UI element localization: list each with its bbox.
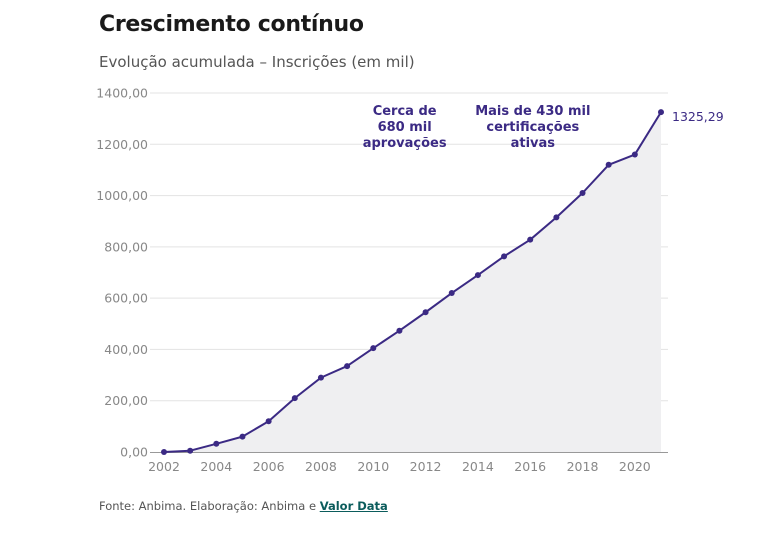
data-point (474, 272, 481, 279)
source-note: Fonte: Anbima. Elaboração: Anbima e Valo… (99, 499, 388, 513)
x-tick-label: 2016 (514, 459, 546, 474)
source-text: Fonte: Anbima. Elaboração: Anbima e (99, 499, 320, 513)
annotation-text: aprovações (363, 136, 447, 151)
data-point (265, 418, 272, 425)
y-tick-label: 1400,00 (96, 86, 148, 101)
data-point (501, 253, 508, 260)
data-point (187, 447, 194, 454)
y-tick-label: 0,00 (120, 445, 148, 460)
x-tick-label: 2014 (462, 459, 494, 474)
data-point (396, 327, 403, 334)
data-point (213, 440, 220, 447)
series-line (163, 111, 662, 453)
data-point (527, 236, 534, 243)
x-tick-label: 2010 (357, 459, 389, 474)
data-point (579, 190, 586, 197)
annotation-text: Cerca de (373, 104, 437, 119)
valor-data-link[interactable]: Valor Data (319, 499, 388, 513)
annotation-text: ativas (511, 136, 556, 151)
y-tick-label: 1000,00 (96, 188, 148, 203)
data-point (291, 395, 298, 402)
y-tick-label: 1200,00 (96, 137, 148, 152)
data-point (344, 363, 351, 370)
data-point (605, 161, 612, 168)
annotation-text: Mais de 430 mil (475, 104, 590, 119)
data-point (553, 214, 560, 221)
x-tick-label: 2006 (253, 459, 285, 474)
x-tick-label: 2004 (200, 459, 232, 474)
chart-subtitle: Evolução acumulada – Inscrições (em mil) (99, 53, 415, 71)
data-point (631, 151, 638, 158)
x-tick-label: 2008 (305, 459, 337, 474)
end-value-label: 1325,29 (672, 109, 724, 124)
data-point (448, 290, 455, 297)
annotation-text: certificações (486, 120, 579, 135)
y-tick-label: 400,00 (104, 342, 148, 357)
data-point (658, 109, 664, 116)
data-point (161, 449, 167, 455)
x-tick-label: 2018 (567, 459, 599, 474)
data-point (239, 433, 246, 440)
chart-title: Crescimento contínuo (99, 12, 364, 37)
y-tick-label: 600,00 (104, 291, 148, 306)
data-point (422, 309, 429, 316)
data-point (317, 374, 324, 381)
x-tick-label: 2012 (410, 459, 442, 474)
x-tick-label: 2020 (619, 459, 651, 474)
y-tick-label: 800,00 (104, 239, 148, 254)
x-tick-label: 2002 (148, 459, 180, 474)
data-point (370, 345, 377, 352)
annotation-text: 680 mil (378, 120, 432, 135)
area-fill (164, 112, 661, 452)
y-tick-label: 200,00 (104, 393, 148, 408)
